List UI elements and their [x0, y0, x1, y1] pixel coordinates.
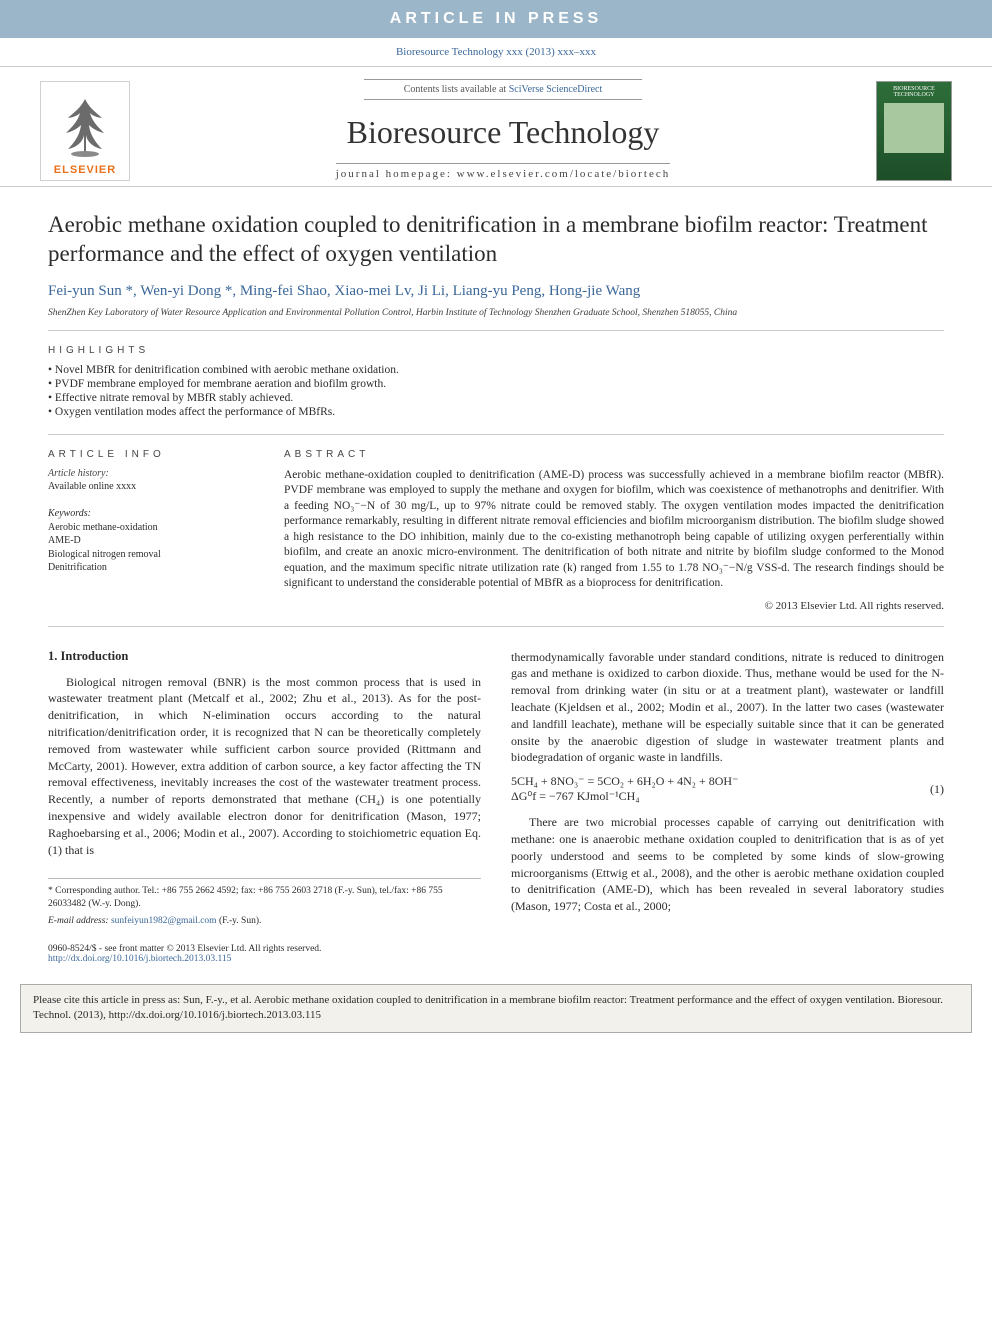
- corresponding-author-footnote: * Corresponding author. Tel.: +86 755 26…: [48, 885, 481, 911]
- homepage-prefix: journal homepage:: [336, 168, 457, 180]
- elsevier-tree-icon: [50, 91, 120, 161]
- abstract-text: Aerobic methane-oxidation coupled to den…: [284, 468, 944, 592]
- equation-block: 5CH₄ + 8NO₃⁻ = 5CO₂ + 6H₂O + 4N₂ + 8OH⁻ …: [511, 774, 944, 804]
- author-list: Fei-yun Sun *, Wen-yi Dong *, Ming-fei S…: [48, 283, 944, 300]
- email-footnote: E-mail address: sunfeiyun1982@gmail.com …: [48, 915, 481, 928]
- journal-homepage: journal homepage: www.elsevier.com/locat…: [336, 163, 671, 180]
- abstract-copyright: © 2013 Elsevier Ltd. All rights reserved…: [284, 600, 944, 612]
- intro-paragraph-cont: thermodynamically favorable under standa…: [511, 649, 944, 767]
- intro-paragraph: Biological nitrogen removal (BNR) is the…: [48, 674, 481, 859]
- email-link[interactable]: sunfeiyun1982@gmail.com: [111, 916, 217, 926]
- keyword: AME-D: [48, 534, 258, 548]
- article-info-heading: ARTICLE INFO: [48, 449, 258, 460]
- keyword: Aerobic methane-oxidation: [48, 521, 258, 535]
- sciencedirect-link[interactable]: SciVerse ScienceDirect: [509, 84, 603, 95]
- homepage-url: www.elsevier.com/locate/biortech: [457, 168, 671, 180]
- cover-thumb-title: BIORESOURCE TECHNOLOGY: [881, 86, 947, 99]
- abstract-column: ABSTRACT Aerobic methane-oxidation coupl…: [284, 449, 944, 612]
- equation-number: (1): [930, 782, 944, 797]
- journal-header-center: Contents lists available at SciVerse Sci…: [130, 79, 876, 182]
- highlights-list: Novel MBfR for denitrification combined …: [48, 364, 944, 435]
- footnote-separator: [48, 878, 481, 879]
- highlight-item: PVDF membrane employed for membrane aera…: [48, 378, 944, 390]
- affiliation: ShenZhen Key Laboratory of Water Resourc…: [48, 308, 944, 331]
- highlight-item: Novel MBfR for denitrification combined …: [48, 364, 944, 376]
- journal-cover-thumb: BIORESOURCE TECHNOLOGY: [876, 81, 952, 181]
- body-column-left: 1. Introduction Biological nitrogen remo…: [48, 649, 481, 932]
- equation-line-1: 5CH₄ + 8NO₃⁻ = 5CO₂ + 6H₂O + 4N₂ + 8OH⁻: [511, 774, 738, 789]
- email-suffix: (F.-y. Sun).: [217, 916, 262, 926]
- front-matter-block: 0960-8524/$ - see front matter © 2013 El…: [0, 944, 992, 974]
- highlight-item: Effective nitrate removal by MBfR stably…: [48, 392, 944, 404]
- author-names[interactable]: Fei-yun Sun *, Wen-yi Dong *, Ming-fei S…: [48, 283, 640, 299]
- equation-line-2: ΔG⁰f = −767 KJmol⁻¹CH₄: [511, 789, 738, 804]
- article-history-value: Available online xxxx: [48, 481, 258, 492]
- article-history-label: Article history:: [48, 468, 258, 479]
- intro-heading: 1. Introduction: [48, 649, 481, 664]
- keyword: Denitrification: [48, 561, 258, 575]
- highlight-item: Oxygen ventilation modes affect the perf…: [48, 406, 944, 418]
- keyword: Biological nitrogen removal: [48, 548, 258, 562]
- article-in-press-banner: ARTICLE IN PRESS: [0, 0, 992, 38]
- highlights-heading: HIGHLIGHTS: [48, 345, 944, 356]
- elsevier-wordmark: ELSEVIER: [54, 161, 116, 180]
- article-info-column: ARTICLE INFO Article history: Available …: [48, 449, 258, 612]
- top-citation-link[interactable]: Bioresource Technology xxx (2013) xxx–xx…: [396, 46, 596, 58]
- abstract-heading: ABSTRACT: [284, 449, 944, 460]
- body-column-right: thermodynamically favorable under standa…: [511, 649, 944, 932]
- cover-thumb-image: [884, 103, 944, 153]
- contents-lists-line: Contents lists available at SciVerse Sci…: [364, 79, 643, 100]
- journal-title: Bioresource Technology: [130, 114, 876, 151]
- doi-link[interactable]: http://dx.doi.org/10.1016/j.biortech.201…: [48, 954, 231, 964]
- cite-this-article-box: Please cite this article in press as: Su…: [20, 984, 972, 1033]
- cite-box-text: Please cite this article in press as: Su…: [33, 994, 943, 1021]
- paper-title: Aerobic methane oxidation coupled to den…: [48, 211, 944, 269]
- top-citation: Bioresource Technology xxx (2013) xxx–xx…: [0, 38, 992, 67]
- front-matter-line: 0960-8524/$ - see front matter © 2013 El…: [48, 944, 944, 954]
- elsevier-logo: ELSEVIER: [40, 81, 130, 181]
- intro-paragraph-2: There are two microbial processes capabl…: [511, 814, 944, 915]
- journal-header: ELSEVIER Contents lists available at Sci…: [0, 67, 992, 187]
- contents-prefix: Contents lists available at: [404, 84, 509, 95]
- keywords-label: Keywords:: [48, 508, 258, 519]
- email-label: E-mail address:: [48, 916, 111, 926]
